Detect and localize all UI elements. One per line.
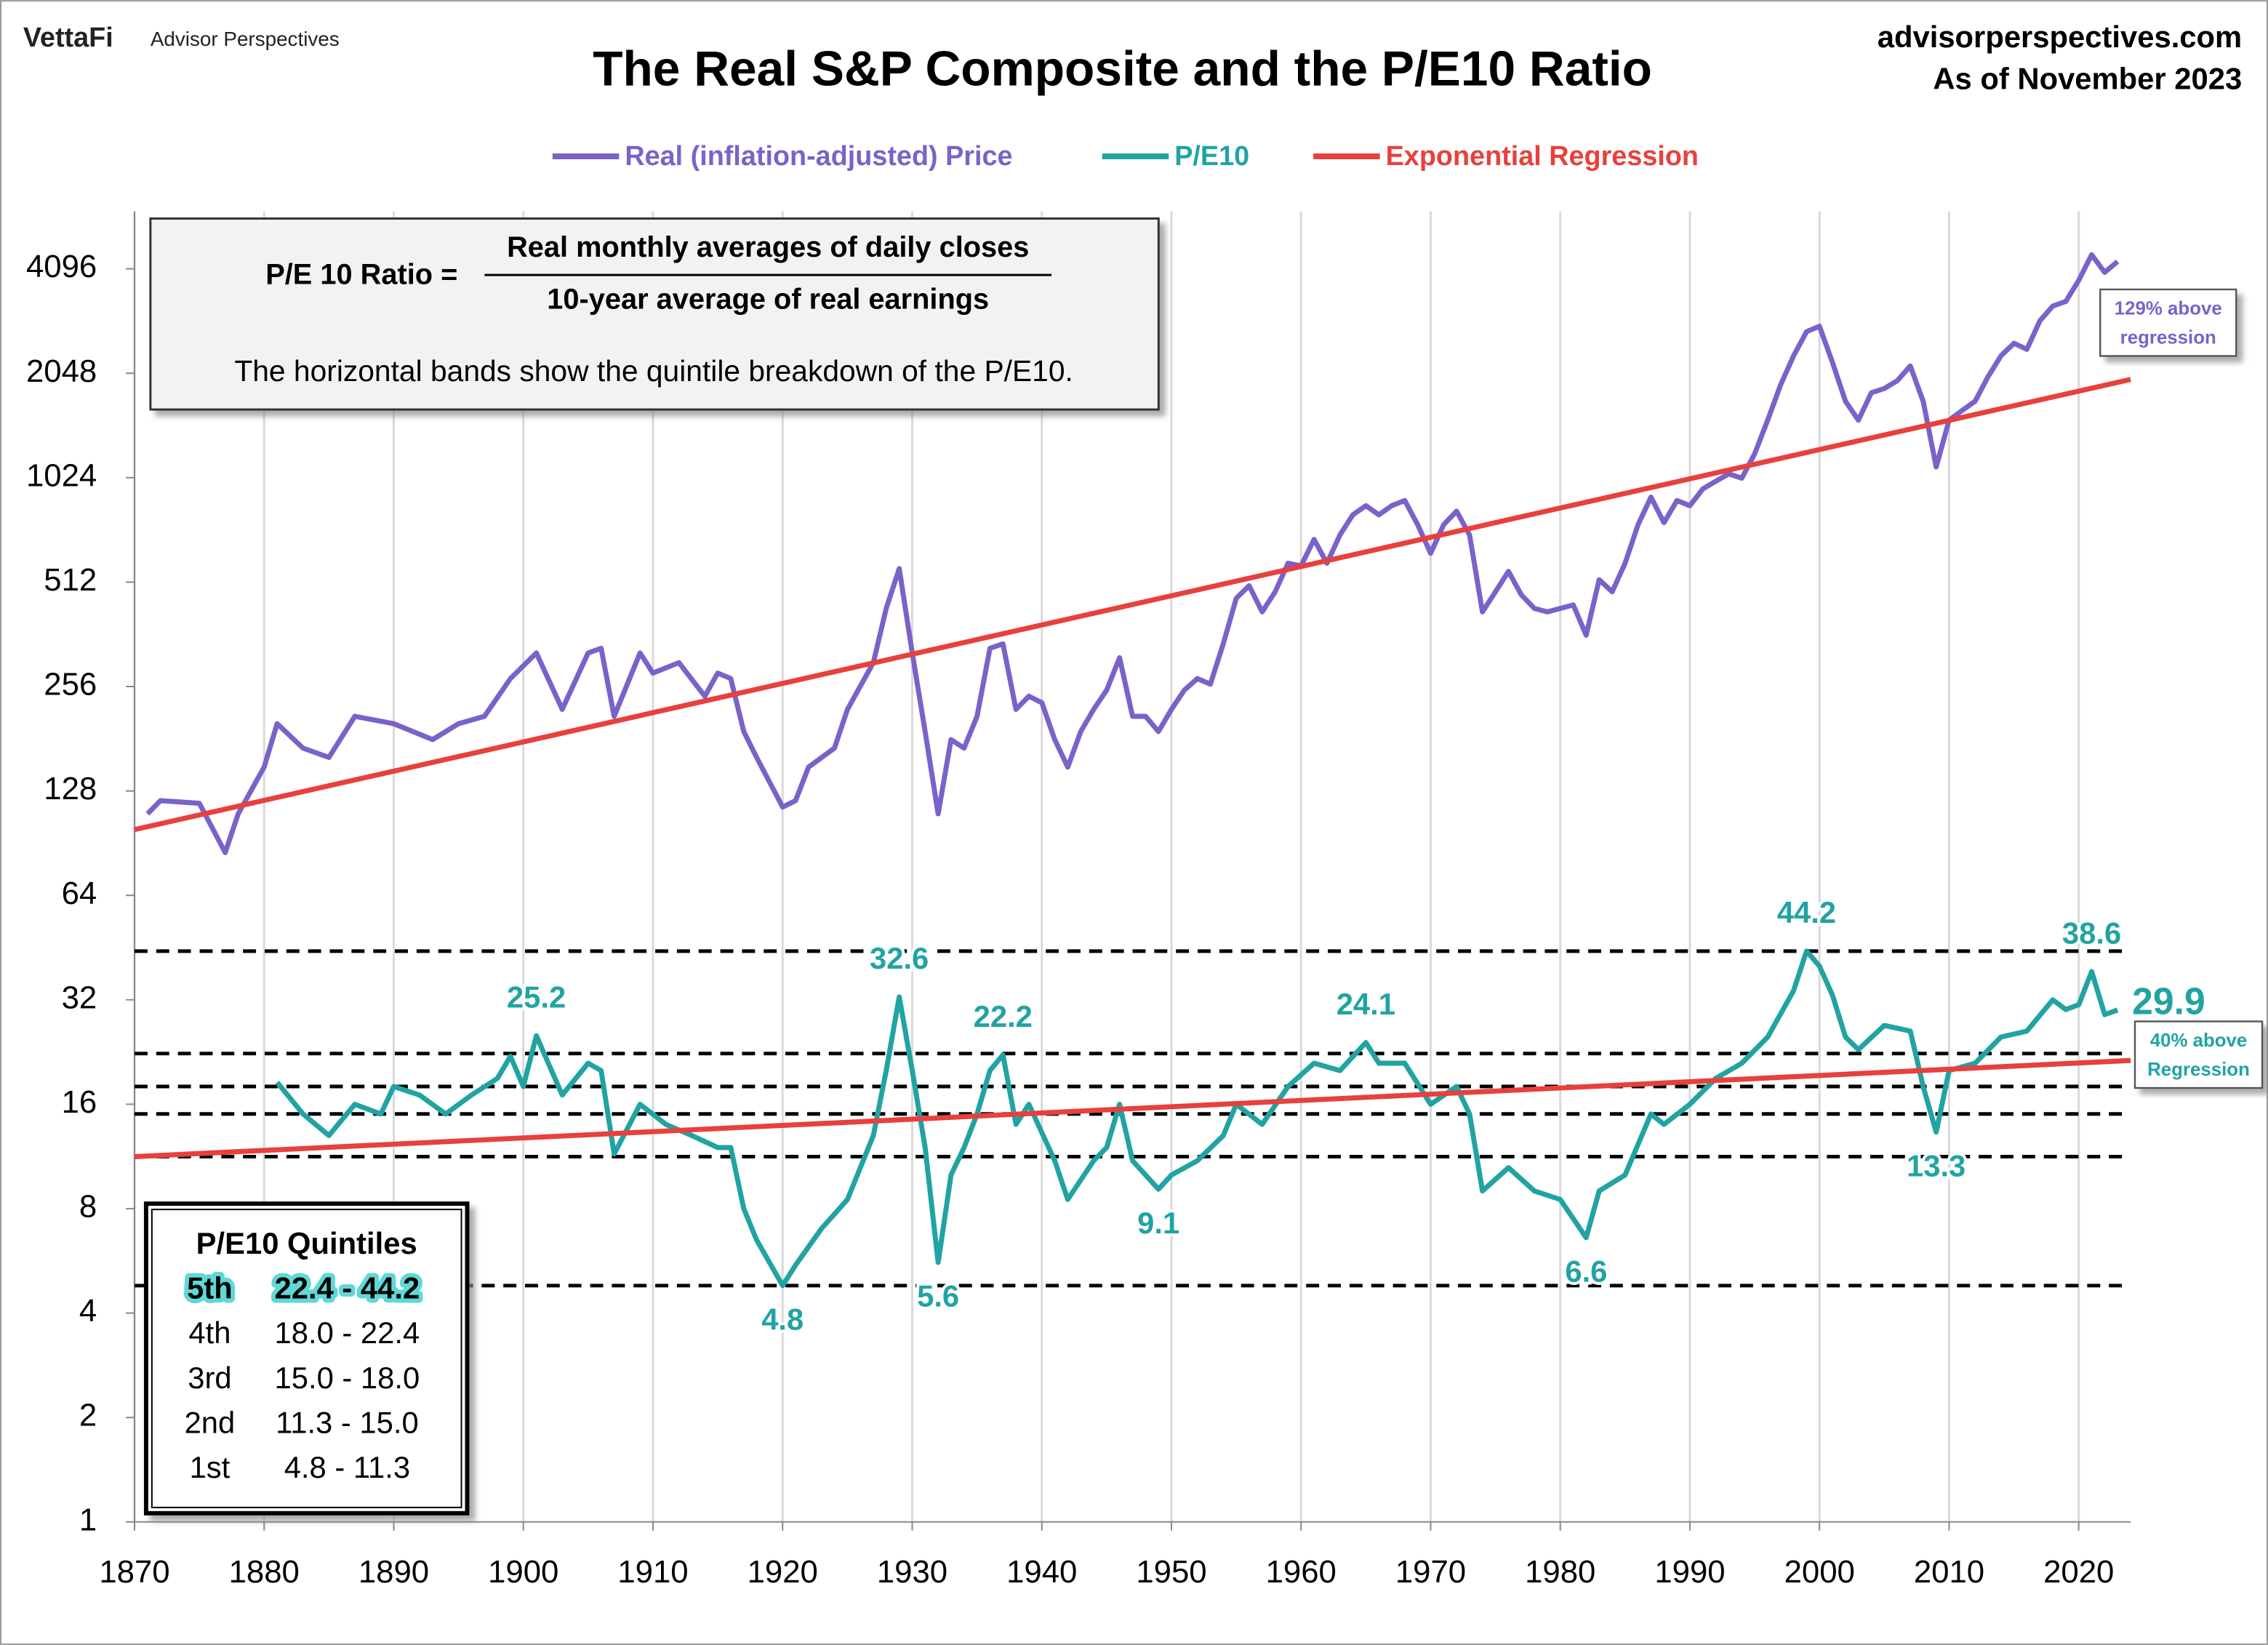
y-tick-label: 512: [44, 562, 97, 598]
x-tick-label: 1980: [1525, 1554, 1595, 1590]
y-tick-label: 1: [79, 1502, 97, 1537]
y-tick-label: 2048: [26, 353, 97, 389]
data-label: 38.6: [2062, 916, 2121, 950]
x-tick-label: 1900: [488, 1554, 558, 1590]
quintile-cell: 2nd: [185, 1406, 236, 1440]
x-tick-label: 1930: [877, 1554, 947, 1590]
y-tick-label: 64: [62, 876, 97, 911]
site: advisorperspectives.com: [1878, 20, 2242, 54]
y-tick-label: 8: [79, 1189, 97, 1225]
formula-box: P/E 10 Ratio = Real monthly averages of …: [149, 217, 1160, 411]
formula-frame: [149, 217, 1160, 411]
quintile-title: P/E10 Quintiles: [196, 1226, 417, 1260]
x-tick-label: 1910: [617, 1554, 688, 1590]
formula-numerator: Real monthly averages of daily closes: [507, 231, 1029, 263]
quintile-cell: 22.4 - 44.2: [275, 1271, 420, 1305]
data-label: 24.1: [1337, 987, 1395, 1021]
x-tick-label: 1890: [358, 1554, 429, 1590]
x-tick-label: 1920: [748, 1554, 818, 1590]
data-label: 13.3: [1907, 1148, 1966, 1182]
x-tick-label: 2020: [2043, 1554, 2114, 1590]
x-tick-label: 1970: [1395, 1554, 1466, 1590]
series-line: [145, 252, 2120, 855]
y-tick-label: 4: [79, 1293, 97, 1329]
callout-text: 40% above: [2150, 1030, 2248, 1051]
callout-text: 129% above: [2115, 299, 2222, 319]
brand: Advisor Perspectives: [151, 28, 340, 50]
x-tick-label: 1960: [1266, 1554, 1337, 1590]
data-label: 4.8: [761, 1302, 804, 1337]
y-tick-label: 16: [62, 1084, 97, 1120]
date: As of November 2023: [1933, 62, 2242, 96]
quintile-cell: 4.8 - 11.3: [284, 1450, 410, 1484]
legend-label: Real (inflation-adjusted) Price: [625, 141, 1012, 172]
callout-text: Regression: [2147, 1060, 2250, 1080]
legend-label: Exponential Regression: [1386, 141, 1699, 172]
data-label: 32.6: [870, 941, 929, 975]
legend: Real (inflation-adjusted) Price P/E10 Expo…: [552, 141, 1699, 172]
chart-title: The Real S&P Composite and the P/E10 Rat…: [593, 41, 1652, 96]
series-line: [275, 948, 2119, 1289]
data-label: 5.6: [917, 1279, 959, 1313]
grid: 1870 1880 1890 1900 1910 1920 1930 1940 1950 1960…: [26, 211, 2131, 1590]
x-tick-label: 1880: [229, 1554, 300, 1590]
callouts: 129% above regression 40% above Regression: [2099, 288, 2264, 1089]
data-label: 29.9: [2132, 980, 2205, 1022]
quintile-inner-frame: [151, 1209, 462, 1508]
quintile-cell: 1st: [190, 1450, 231, 1484]
quintile-cell: 3rd: [188, 1361, 231, 1395]
y-tick-label: 2: [79, 1398, 97, 1433]
x-tick-label: 1950: [1136, 1554, 1206, 1590]
data-label: 44.2: [1777, 895, 1836, 929]
x-tick-label: 2010: [1914, 1554, 1984, 1590]
quintile-cell: 11.3 - 15.0: [276, 1406, 419, 1440]
x-tick-label: 1990: [1654, 1554, 1725, 1590]
quintile-frame: [143, 1201, 470, 1516]
data-label: 22.2: [974, 999, 1033, 1033]
formula-lhs: P/E 10 Ratio =: [265, 259, 457, 291]
formula-denominator: 10-year average of real earnings: [547, 283, 989, 315]
y-tick-label: 32: [62, 980, 97, 1015]
callout-box: [2133, 1020, 2264, 1089]
formula-note: The horizontal bands show the quintile b…: [234, 354, 1073, 388]
series-line: [134, 377, 2131, 1159]
quintile-cell: 18.0 - 22.4: [275, 1316, 420, 1350]
y-tick-label: 256: [44, 667, 97, 703]
data-label: 25.2: [507, 980, 566, 1014]
x-tick-label: 1870: [99, 1554, 169, 1590]
data-label: 6.6: [1565, 1254, 1607, 1289]
logo: VettaFi: [23, 23, 113, 53]
quintile-cell: 15.0 - 18.0: [275, 1361, 420, 1395]
callout-text: regression: [2120, 327, 2216, 348]
quintile-cell: 5th: [187, 1271, 233, 1305]
callout-box: [2099, 288, 2237, 357]
quintile-table: P/E10 Quintiles 5th 22.4 - 44.2 4th 18.0 - …: [143, 1201, 470, 1516]
quintile-cell: 4th: [188, 1316, 231, 1350]
y-tick-label: 4096: [26, 249, 97, 284]
x-tick-label: 1940: [1006, 1554, 1077, 1590]
data-label: 9.1: [1137, 1206, 1179, 1240]
y-tick-label: 1024: [26, 457, 97, 493]
y-tick-label: 128: [44, 771, 97, 807]
x-tick-label: 2000: [1784, 1554, 1855, 1590]
legend-label: P/E10: [1174, 141, 1249, 172]
